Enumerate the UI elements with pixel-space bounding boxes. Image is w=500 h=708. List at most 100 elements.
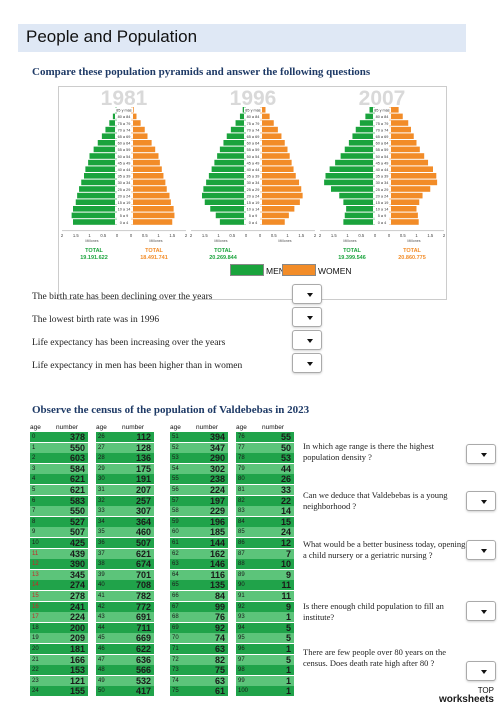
census-age: 36 xyxy=(96,538,118,548)
total-value-men-1: 20.269.844 xyxy=(209,255,237,261)
age-label-1-1: 80 a 84 xyxy=(247,115,260,119)
census-age: 47 xyxy=(96,654,118,665)
census-age: 93 xyxy=(236,612,258,623)
census-age: 51 xyxy=(170,432,192,442)
age-label-bg-1-12 xyxy=(244,186,262,192)
women-bar-1-6 xyxy=(260,146,288,153)
answer-dropdown-1[interactable] xyxy=(292,284,322,304)
census-number: 63 xyxy=(192,675,228,686)
census-number: 9 xyxy=(258,601,294,612)
census-age: 14 xyxy=(30,580,52,591)
census-number: 364 xyxy=(118,516,154,527)
age-label-1-9: 40 a 44 xyxy=(247,168,260,172)
census-number: 207 xyxy=(118,485,154,495)
age-label-bg-2-15 xyxy=(373,206,391,212)
pyramid-year-0: 1981 xyxy=(101,87,148,110)
age-label-0-13: 20 a 24 xyxy=(118,194,131,198)
men-bar-2-4 xyxy=(352,133,375,139)
census-number: 155 xyxy=(52,686,88,697)
men-bar-1-2 xyxy=(235,120,246,126)
census-age: 18 xyxy=(30,622,52,633)
census-age: 73 xyxy=(170,665,192,676)
census-age: 10 xyxy=(30,538,52,548)
total-label-women-0: TOTAL xyxy=(145,248,163,254)
census-age: 38 xyxy=(96,559,118,570)
census-number: 669 xyxy=(118,633,154,644)
logo-name: worksheets xyxy=(438,694,494,705)
census-number: 1 xyxy=(258,675,294,686)
age-label-1-7: 50 a 54 xyxy=(247,155,260,159)
answer-dropdown-3[interactable] xyxy=(292,330,322,350)
age-label-2-3: 70 a 74 xyxy=(376,128,389,132)
age-label-0-1: 80 a 84 xyxy=(118,115,131,119)
census-number: 584 xyxy=(52,463,88,474)
total-label-women-2: TOTAL xyxy=(403,248,421,254)
census-number: 61 xyxy=(192,686,228,697)
question-dropdown-2[interactable] xyxy=(466,491,496,511)
men-bar-2-13 xyxy=(339,192,375,199)
census-number: 116 xyxy=(192,569,228,580)
men-bar-0-17 xyxy=(73,219,117,225)
axis-tick-1-4: 0 xyxy=(245,233,248,238)
census-age-header: age xyxy=(30,424,41,431)
title-bar: People and Population xyxy=(18,24,466,52)
men-bar-2-8 xyxy=(335,159,375,166)
census-number: 701 xyxy=(118,569,154,580)
census-age: 66 xyxy=(170,591,192,601)
women-bar-1-4 xyxy=(260,133,282,139)
age-label-1-0: 85 y más xyxy=(245,109,261,113)
question-dropdown-3[interactable] xyxy=(466,540,496,560)
census-age: 76 xyxy=(236,432,258,442)
age-label-bg-1-16 xyxy=(244,212,262,218)
census-number: 708 xyxy=(118,580,154,591)
census-age: 49 xyxy=(96,675,118,686)
census-age: 33 xyxy=(96,506,118,517)
question-dropdown-4[interactable] xyxy=(466,601,496,621)
women-bar-0-2 xyxy=(131,120,141,126)
census-number: 621 xyxy=(118,548,154,559)
census-age: 34 xyxy=(96,516,118,527)
axis-tick-0-4: 0 xyxy=(116,233,119,238)
census-number: 241 xyxy=(52,601,88,612)
age-label-bg-2-7 xyxy=(373,153,391,159)
women-bar-2-16 xyxy=(389,212,418,219)
census-number: 274 xyxy=(52,580,88,591)
census-number: 74 xyxy=(192,633,228,644)
men-bar-0-14 xyxy=(75,199,117,205)
census-age: 7 xyxy=(30,506,52,517)
women-bar-0-12 xyxy=(131,186,167,192)
age-label-2-12: 25 a 29 xyxy=(376,188,389,192)
men-bar-1-16 xyxy=(215,212,246,219)
axis-label-women-0: Millones xyxy=(149,239,162,243)
census-age: 88 xyxy=(236,559,258,570)
age-label-2-14: 15 a 19 xyxy=(376,201,389,205)
age-label-0-14: 15 a 19 xyxy=(118,201,131,205)
age-label-bg-2-10 xyxy=(373,173,391,179)
age-label-bg-1-9 xyxy=(244,166,262,172)
women-bar-1-15 xyxy=(260,206,295,212)
men-bar-0-7 xyxy=(89,153,117,159)
question-dropdown-5[interactable] xyxy=(466,661,496,681)
age-label-2-15: 10 a 14 xyxy=(376,208,389,212)
men-bar-1-3 xyxy=(230,126,246,133)
age-label-bg-0-15 xyxy=(115,206,133,212)
women-bar-0-8 xyxy=(131,159,160,166)
census-age: 40 xyxy=(96,580,118,591)
census-number: 63 xyxy=(192,644,228,654)
census-age: 0 xyxy=(30,432,52,442)
census-age: 44 xyxy=(96,622,118,633)
women-bar-1-16 xyxy=(260,212,289,219)
census-age: 41 xyxy=(96,591,118,601)
census-age: 9 xyxy=(30,527,52,538)
census-age: 91 xyxy=(236,591,258,601)
question-dropdown-1[interactable] xyxy=(466,444,496,464)
census-age: 96 xyxy=(236,644,258,654)
men-bar-1-10 xyxy=(208,173,246,179)
women-bar-2-12 xyxy=(389,186,431,192)
answer-dropdown-2[interactable] xyxy=(292,307,322,327)
answer-dropdown-4[interactable] xyxy=(292,353,322,373)
census-number: 1 xyxy=(258,644,294,654)
census-number: 11 xyxy=(258,591,294,601)
census-number: 175 xyxy=(118,463,154,474)
census-number: 22 xyxy=(258,495,294,506)
